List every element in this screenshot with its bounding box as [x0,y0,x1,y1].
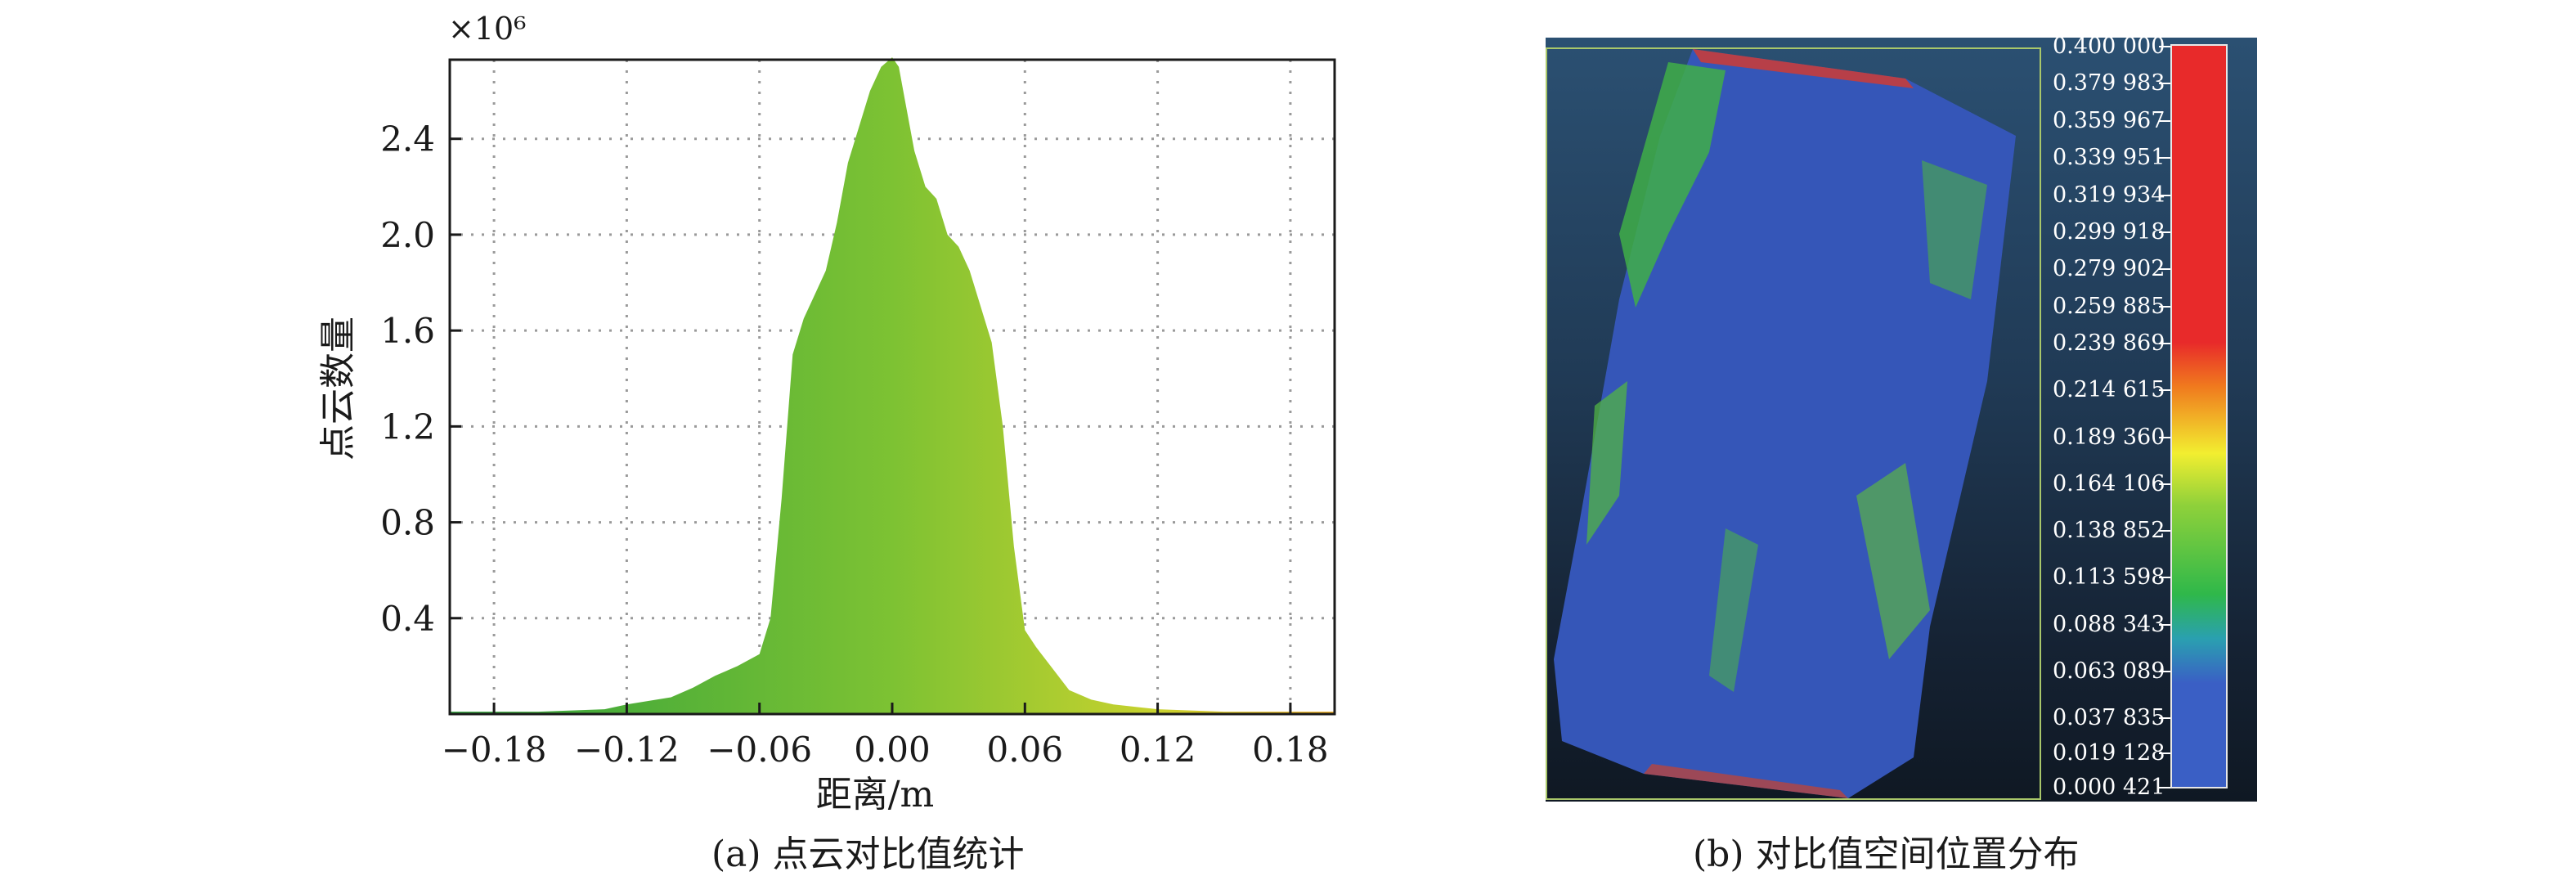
colorbar-tick-label: 0.400 000 [2053,34,2165,59]
colorbar-tick-mark [2159,670,2170,672]
colorbar-tick-label: 0.319 934 [2053,182,2165,208]
caption-spatial: (b) 对比值空间位置分布 [1693,833,2080,875]
colorbar-tick-label: 0.259 885 [2053,293,2165,319]
point-cloud-green-region [1709,528,1758,692]
colorbar-tick-label: 0.189 360 [2053,424,2165,450]
colorbar-tick-mark [2159,343,2170,345]
colorbar-tick-mark [2159,83,2170,85]
y-tick-label: 0.8 [380,503,435,543]
colorbar-tick-mark [2159,119,2170,122]
axis-ticks: −0.18 −0.12 −0.06 0.00 0.06 0.12 0.18 0.4 0.8 1.2… [380,119,1328,770]
colorbar-tick-mark [2159,194,2170,196]
colorbar [2170,44,2228,788]
x-tick-label: 0.12 [1120,730,1196,770]
point-cloud-green-region [1586,381,1627,545]
colorbar-tick-label: 0.339 951 [2053,145,2165,171]
point-cloud-green-region [1619,62,1726,308]
colorbar-tick-mark [2159,46,2170,47]
x-tick-label: −0.18 [442,730,547,770]
colorbar-tick-mark [2159,268,2170,271]
colorbar-tick-mark [2159,577,2170,579]
colorbar-tick-mark [2159,530,2170,532]
colorbar-tick-label: 0.379 983 [2053,70,2165,97]
colorbar-tick-label: 0.239 869 [2053,330,2165,357]
colorbar-tick-mark [2159,157,2170,159]
x-tick-label: −0.12 [574,730,680,770]
y-multiplier-label: ×10⁶ [448,11,526,47]
colorbar-tick-label: 0.037 835 [2053,705,2165,731]
point-cloud-map [1554,49,2016,798]
point-cloud-red-edge [1693,49,1914,88]
x-tick-label: 0.18 [1252,730,1329,770]
colorbar-tick-label: 0.019 128 [2053,739,2165,766]
y-tick-label: 1.2 [380,407,435,447]
y-tick-label: 0.4 [380,599,435,639]
colorbar-tick-mark [2159,483,2170,485]
colorbar-tick-mark [2159,717,2170,720]
colorbar-tick-mark [2159,752,2170,754]
colorbar-tick-label: 0.279 902 [2053,256,2165,282]
colorbar-tick-label: 0.138 852 [2053,518,2165,544]
spatial-distribution-panel: 0.400 000 0.379 983 0.359 967 0.339 951 0.31… [1546,34,2257,802]
caption-histogram: (a) 点云对比值统计 [711,833,1025,875]
map-frame [1546,47,2041,800]
colorbar-tick-mark [2159,436,2170,438]
colorbar-tick-label: 0.299 918 [2053,218,2165,245]
y-tick-label: 2.0 [380,215,435,255]
x-tick-label: −0.06 [707,730,812,770]
point-cloud-green-region [1856,463,1930,659]
histogram-area [450,57,1335,715]
colorbar-tick-mark [2159,389,2170,392]
point-cloud-green-region [1922,160,1987,299]
x-tick-label: 0.00 [854,730,931,770]
colorbar-tick-label: 0.214 615 [2053,377,2165,403]
histogram-chart: −0.18 −0.12 −0.06 0.00 0.06 0.12 0.18 0.4 0.8 1.2… [317,11,1336,815]
colorbar-tick-mark [2159,231,2170,233]
point-cloud-red-edge [1644,764,1848,798]
colorbar-tick-label: 0.359 967 [2053,107,2165,133]
colorbar-tick-label: 0.063 089 [2053,658,2165,684]
x-tick-label: 0.06 [987,730,1064,770]
colorbar-tick-label: 0.113 598 [2053,564,2165,591]
colorbar-tick-mark [2159,787,2170,788]
colorbar-tick-label: 0.000 421 [2053,775,2165,800]
colorbar-tick-mark [2159,623,2170,626]
y-tick-label: 2.4 [380,119,435,159]
colorbar-tick-mark [2159,305,2170,308]
colorbar-tick-label: 0.088 343 [2053,611,2165,637]
colorbar-tick-label: 0.164 106 [2053,470,2165,496]
plot-frame [448,58,1336,716]
x-axis-label: 距离/m [816,774,935,815]
y-axis-label: 点云数量 [317,317,359,460]
y-tick-label: 1.6 [380,311,435,351]
